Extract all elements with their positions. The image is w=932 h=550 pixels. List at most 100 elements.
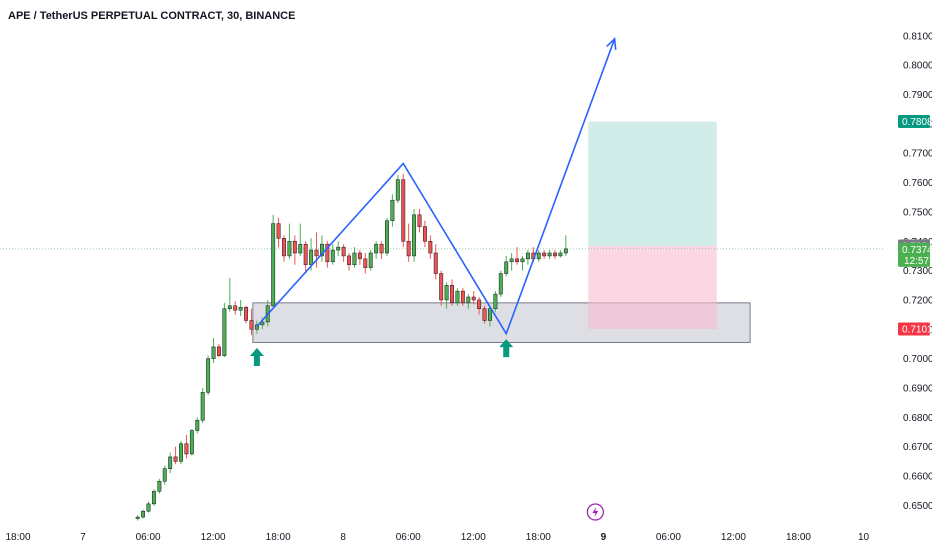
candle (352, 247, 357, 268)
candle-body (211, 346, 216, 359)
target-arrow-head (606, 37, 617, 50)
candle-body (455, 290, 460, 304)
chart-title: APE / TetherUS PERPETUAL CONTRACT, 30, B… (8, 10, 296, 22)
up-arrow-icon (249, 347, 264, 366)
candle-body (363, 258, 368, 268)
y-tick-label: 0.6500 (903, 501, 932, 512)
candle (374, 241, 379, 259)
x-tick-label: 10 (858, 532, 870, 543)
y-tick-label: 0.7200 (903, 295, 932, 306)
candle-body (260, 321, 265, 326)
candle (314, 232, 319, 268)
candle-body (493, 293, 498, 309)
candle (135, 515, 140, 521)
x-axis[interactable]: 18:00 7 06:00 12:00 18:00 8 06:00 12:00 18:00 9 06… (5, 532, 869, 543)
candle-body (509, 258, 514, 263)
position-layer (588, 121, 717, 329)
candle-body (477, 299, 482, 309)
y-tick-label: 0.6800 (903, 413, 932, 424)
candle-body (547, 252, 552, 257)
candle (390, 194, 395, 227)
candle (536, 250, 541, 262)
candle (493, 291, 498, 312)
candle (157, 478, 162, 494)
candle-body (168, 456, 173, 469)
x-tick-label: 18:00 (786, 532, 811, 543)
candle-body (488, 308, 492, 321)
candle-body (504, 261, 509, 274)
candle (244, 305, 249, 324)
candle (162, 465, 167, 485)
candle (227, 277, 232, 312)
badge-countdown: 12:57 (904, 256, 929, 267)
candle-body (292, 241, 297, 254)
candle (558, 250, 563, 258)
candle-body (553, 252, 557, 257)
candle (395, 175, 400, 204)
candle-body (336, 246, 341, 251)
candle (282, 235, 286, 262)
candle-body (151, 490, 156, 505)
lightning-icon (592, 507, 599, 517)
candle-body (471, 296, 476, 301)
candle (271, 214, 276, 309)
candles-layer (135, 173, 568, 521)
candle-body (319, 243, 324, 257)
candle-body (368, 252, 373, 268)
candle-body (141, 510, 146, 518)
candle (504, 255, 509, 277)
position-target-zone (588, 121, 717, 246)
candle (325, 241, 330, 268)
candle-body (271, 223, 276, 307)
candle-body (542, 252, 547, 257)
candle (173, 446, 178, 465)
candle-body (330, 249, 335, 263)
candle-body (254, 324, 259, 330)
candle (406, 223, 411, 262)
candle-body (179, 443, 183, 462)
y-tick-label: 0.7700 (903, 149, 932, 160)
candle (412, 208, 417, 262)
y-tick-label: 0.6600 (903, 471, 932, 482)
x-tick-label: 12:00 (721, 532, 746, 543)
candle-body (217, 346, 221, 356)
drawings-layer (249, 37, 617, 521)
candle-body (466, 296, 471, 304)
candle (336, 241, 341, 256)
candle-body (558, 252, 563, 257)
candle (319, 235, 324, 262)
candle-body (536, 252, 541, 260)
badge-label: 0.7808 (902, 117, 932, 128)
candle (217, 343, 221, 358)
candle-body (390, 199, 395, 221)
candle (455, 288, 460, 306)
position-stop-zone (588, 245, 717, 329)
candle-body (309, 249, 314, 265)
candle (254, 320, 259, 334)
y-tick-label: 0.6700 (903, 442, 932, 453)
x-tick-label: 18:00 (526, 532, 551, 543)
candle-body (227, 305, 232, 309)
candle-body (303, 243, 308, 265)
candle-body (157, 481, 162, 492)
badge-bg (898, 115, 930, 129)
candle (439, 270, 444, 306)
candle (249, 308, 254, 336)
candle-body (184, 443, 189, 455)
candle-body (525, 252, 530, 260)
candle-body (498, 273, 503, 295)
candle (287, 223, 292, 259)
candle-body (341, 246, 346, 257)
candle (417, 208, 422, 233)
candle-body (206, 358, 211, 393)
candle (222, 302, 227, 358)
price-badge-target: 0.7808 (898, 115, 932, 129)
candle (509, 252, 514, 271)
candle (498, 270, 503, 298)
x-tick-label: 18:00 (5, 532, 30, 543)
y-axis[interactable]: 0.81000.80000.79000.78000.77000.76000.75… (903, 31, 932, 511)
candle-body (282, 238, 286, 257)
x-tick-label: 12:00 (201, 532, 226, 543)
